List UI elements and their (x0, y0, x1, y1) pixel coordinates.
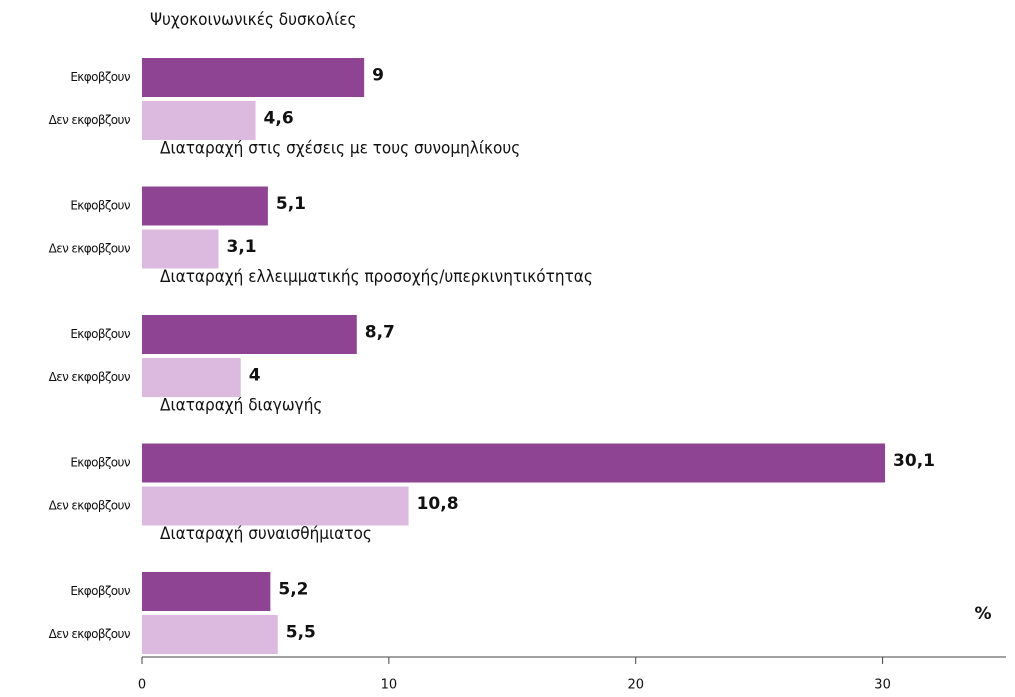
bar (142, 229, 219, 269)
bar (142, 615, 278, 654)
group-title: Διαταραχή ελλειμματικής προσοχής/υπερκιν… (160, 267, 593, 287)
x-tick-label: 20 (627, 678, 644, 693)
row-label: Δεν εκφοβζουν (49, 113, 131, 127)
bar (142, 572, 271, 611)
value-label: 8,7 (365, 323, 395, 343)
bar (142, 486, 409, 526)
value-label: 4 (249, 366, 261, 386)
value-label: 3,1 (227, 237, 257, 257)
value-label: 5,2 (278, 580, 308, 600)
row-label: Δεν εκφοβζουν (49, 370, 131, 384)
group-title: Ψυχοκοινωνικές δυσκολίες (150, 10, 357, 30)
x-tick-label: 10 (381, 678, 398, 693)
group-title: Διαταραχή συναισθήμιατος (160, 524, 372, 544)
row-label: Εκφοβζουν (70, 456, 131, 470)
value-label: 30,1 (893, 451, 935, 471)
bar (142, 358, 241, 397)
row-label: Δεν εκφοβζουν (49, 499, 131, 513)
x-tick-label: 0 (138, 678, 146, 693)
row-label: Εκφοβζουν (70, 70, 131, 84)
group-title: Διαταραχή στις σχέσεις με τους συνομηλίκ… (160, 139, 520, 159)
row-label: Εκφοβζουν (70, 327, 131, 341)
row-label: Δεν εκφοβζουν (49, 242, 131, 256)
row-label: Εκφοβζουν (70, 584, 131, 598)
unit-label: % (974, 604, 991, 624)
group-title: Διαταραχή διαγωγής (160, 396, 322, 416)
row-label: Εκφοβζουν (70, 199, 131, 213)
x-tick-label: 30 (874, 678, 891, 693)
value-label: 10,8 (417, 494, 459, 514)
bar (142, 58, 365, 97)
bar (142, 443, 886, 483)
bar (142, 186, 268, 226)
row-label: Δεν εκφοβζουν (49, 627, 131, 641)
bar (142, 315, 357, 354)
value-label: 9 (372, 66, 384, 86)
value-label: 5,5 (286, 623, 316, 643)
bar (142, 101, 256, 140)
value-label: 4,6 (264, 109, 294, 129)
value-label: 5,1 (276, 194, 306, 214)
